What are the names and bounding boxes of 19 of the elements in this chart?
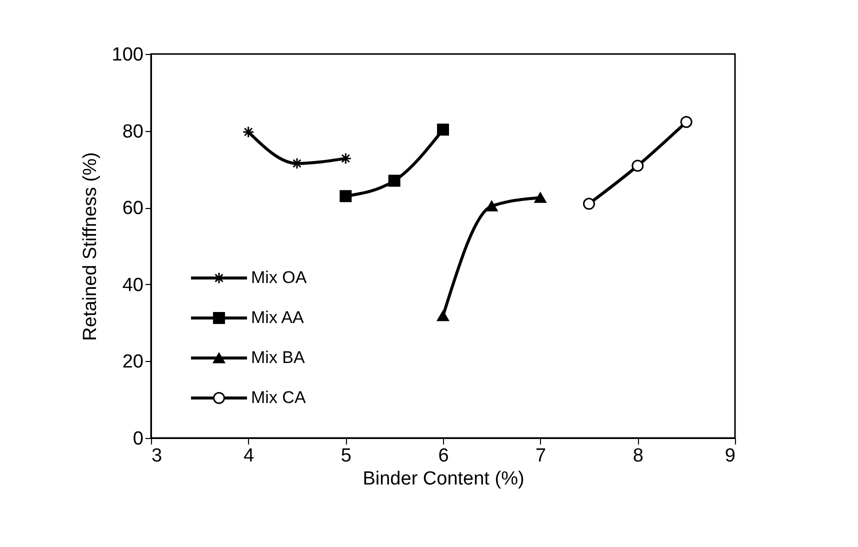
- x-tick-label: 6: [438, 446, 449, 466]
- y-tick-label: 40: [122, 274, 144, 296]
- x-tick-label: 5: [340, 446, 352, 466]
- x-tick-label: 9: [724, 446, 736, 466]
- x-tick-label: 3: [152, 446, 162, 466]
- y-tick-label: 100: [112, 44, 144, 66]
- x-tick-label: 8: [632, 446, 644, 466]
- legend-label: Mix CA: [251, 388, 306, 407]
- y-axis-title: Retained Stiffness (%): [80, 152, 101, 341]
- legend-label: Mix BA: [251, 348, 306, 367]
- y-tick-label: 20: [122, 352, 144, 373]
- y-tick-label: 60: [122, 198, 144, 220]
- y-tick-label: 0: [132, 428, 144, 450]
- y-tick-label: 80: [122, 121, 144, 142]
- x-axis-title: Binder Content (%): [362, 468, 524, 490]
- legend-label: Mix AA: [251, 308, 305, 327]
- x-tick-label: 7: [536, 446, 546, 466]
- x-tick-label: 4: [244, 446, 255, 466]
- legend-label: Mix OA: [251, 268, 308, 287]
